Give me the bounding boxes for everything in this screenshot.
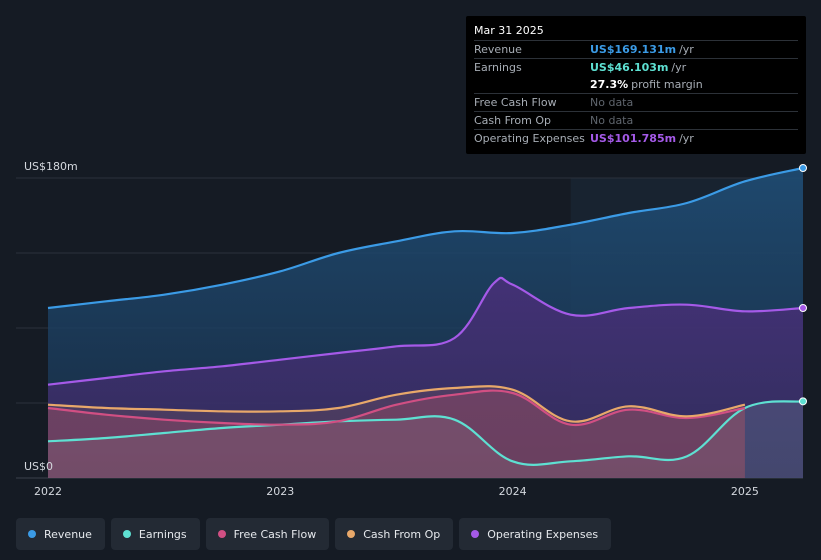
operating-expenses-end-marker [799, 304, 807, 312]
tooltip-rows: Revenue US$169.131m/yr Earnings US$46.103m /… [474, 40, 798, 147]
x-tick-label: 2023 [266, 485, 294, 498]
tooltip-row: Revenue US$169.131m/yr [474, 40, 798, 58]
tooltip-row-value: US$46.103m [590, 61, 669, 74]
cash-from-op-line [47, 385, 746, 423]
tooltip-row-label: Cash From Op [474, 114, 552, 127]
tooltip-row-unit: profit margin [631, 78, 703, 91]
tooltip-row: Operating Expenses US$101.785m/yr [474, 129, 798, 147]
y-axis-top-label: US$180m [24, 160, 78, 173]
cash-from-op-area [48, 386, 745, 478]
tooltip-row: Free Cash Flow No data [474, 93, 798, 111]
legend-item-free-cash-flow[interactable]: Free Cash Flow [205, 518, 330, 550]
tooltip-row-nodata: No data [590, 114, 634, 127]
tooltip-row: Cash From Op No data [474, 111, 798, 129]
tooltip-row: Earnings US$46.103m/yr [474, 58, 798, 76]
tooltip-row-label: Revenue [474, 43, 522, 56]
tooltip-date: Mar 31 2025 [474, 24, 544, 37]
tooltip-panel: Mar 31 2025 Revenue US$169.131m/yr Earning… [466, 16, 806, 154]
earnings-area [48, 401, 803, 478]
y-axis-bottom-label: US$0 [24, 460, 53, 473]
tooltip-row-value: 27.3% [590, 78, 629, 91]
legend-dot-icon [122, 530, 131, 538]
revenue-end-marker [799, 164, 807, 172]
tooltip-row-label: Operating Expenses [474, 132, 585, 145]
legend-dot-icon [217, 530, 226, 538]
legend-label: Cash From Op [363, 527, 441, 541]
tooltip-row-value: US$101.785m [590, 132, 677, 145]
legend-dot-icon [347, 530, 356, 538]
free-cash-flow-line [47, 389, 746, 427]
x-tick-label: 2025 [731, 485, 759, 498]
legend-dot-icon [28, 530, 36, 538]
tooltip-row-unit: /yr [679, 43, 694, 56]
chart-area: US$180m US$0 2022 2023 2024 2025 [16, 160, 807, 498]
legend-item-operating-expenses[interactable]: Operating Expenses [459, 518, 612, 550]
legend-dot-icon [471, 530, 480, 538]
free-cash-flow-area [48, 390, 745, 478]
legend-item-cash-from-op[interactable]: Cash From Op [335, 518, 454, 550]
tooltip-row: 27.3% profit margin [474, 76, 798, 93]
tooltip-row-label [474, 76, 590, 93]
tooltip-row-unit: /yr [679, 132, 694, 145]
tooltip-row-label: Free Cash Flow [474, 96, 557, 109]
legend-item-earnings[interactable]: Earnings [110, 518, 200, 550]
series-areas [48, 168, 803, 478]
legend: Revenue Earnings Free Cash Flow Cash From O… [16, 518, 612, 550]
legend-label: Operating Expenses [487, 527, 599, 541]
tooltip-row-value: US$169.131m [590, 43, 677, 56]
series-end-markers [799, 164, 807, 406]
earnings-end-marker [799, 397, 807, 406]
x-axis-ticks: 2022 2023 2024 2025 [34, 485, 759, 498]
revenue-line [47, 166, 804, 310]
tooltip-row-unit: /yr [671, 61, 687, 74]
operating-expenses-line [47, 276, 804, 386]
legend-item-revenue[interactable]: Revenue [16, 518, 105, 550]
legend-label: Revenue [44, 527, 92, 541]
legend-label: Free Cash Flow [233, 527, 317, 541]
x-tick-label: 2024 [499, 485, 527, 498]
tooltip-row-nodata: No data [590, 96, 634, 109]
series-lines [47, 166, 804, 466]
tooltip-row-label: Earnings [474, 61, 522, 74]
x-tick-label: 2022 [34, 485, 62, 498]
earnings-line [47, 400, 804, 466]
legend-label: Earnings [138, 527, 187, 541]
